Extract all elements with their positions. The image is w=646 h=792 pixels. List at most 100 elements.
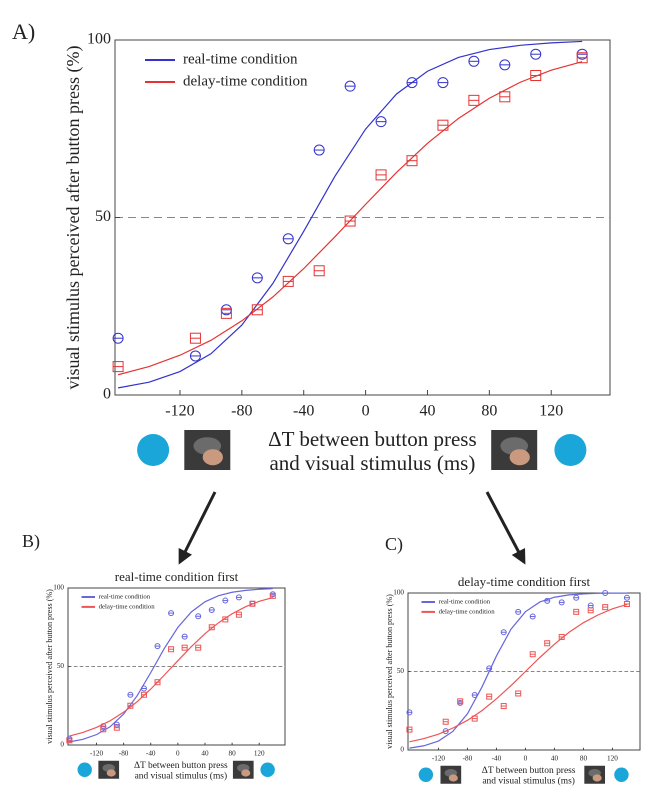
y-axis-label: visual stimulus perceived after button p… [63, 46, 84, 390]
data-point [222, 597, 229, 604]
data-point [558, 633, 565, 640]
data-point [471, 692, 478, 699]
fit-curve [409, 603, 628, 743]
data-point [66, 737, 73, 744]
stimulus-icon [137, 434, 170, 466]
y-axis-label: visual stimulus perceived after button p… [385, 594, 394, 749]
data-point [529, 651, 536, 658]
data-point [127, 691, 134, 698]
x-tick-label: 40 [201, 749, 209, 757]
data-point [195, 644, 202, 651]
data-point [168, 646, 175, 653]
panel-label: B) [22, 531, 40, 552]
data-point [544, 640, 551, 647]
x-tick-label: -40 [293, 403, 314, 420]
arrow [485, 491, 526, 565]
data-point [468, 55, 480, 67]
stimulus-icon [260, 762, 275, 777]
data-point [558, 599, 565, 606]
fit-curve [117, 40, 583, 389]
data-point [313, 144, 325, 156]
fit-curve [69, 588, 273, 743]
data-point [437, 119, 449, 131]
plot-frame [407, 592, 641, 751]
data-point [127, 702, 134, 709]
data-point [282, 233, 294, 245]
panel-label: A) [12, 19, 35, 44]
data-point [249, 600, 256, 607]
y-tick-label: 100 [87, 31, 111, 48]
data-point [251, 304, 263, 316]
x-tick-label: 80 [229, 749, 237, 757]
y-tick-label: 0 [400, 746, 404, 754]
hand [592, 774, 602, 782]
data-point [499, 59, 511, 71]
data-point [195, 613, 202, 620]
data-point [530, 48, 542, 60]
stimulus-icon [77, 762, 92, 777]
data-point [573, 608, 580, 615]
hand [241, 769, 251, 777]
data-point [486, 665, 493, 672]
data-point [468, 94, 480, 106]
data-point [530, 70, 542, 81]
x-tick-label: -40 [492, 754, 502, 762]
data-point [529, 613, 536, 620]
data-point [406, 155, 418, 167]
x-tick-label: 120 [254, 749, 265, 757]
x-tick-label: 0 [362, 403, 370, 420]
stimulus-icon [614, 767, 629, 782]
x-tick-label: 40 [419, 403, 435, 420]
data-point [113, 721, 120, 728]
y-tick-label: 0 [60, 741, 64, 749]
x-tick-label: -120 [432, 754, 446, 762]
chart: C) delay-time condition first 0 50 100 -120 -8… [385, 534, 641, 787]
hand [106, 769, 116, 777]
x-tick-label: -120 [90, 749, 104, 757]
chart: B) real-time condition first 0 50 100 -120 -80… [22, 531, 286, 782]
data-point [154, 679, 161, 686]
data-point [406, 77, 418, 89]
data-point [140, 685, 147, 692]
legend-label: delay-time condition [439, 608, 496, 615]
chart-title: real-time condition first [115, 569, 239, 584]
x-tick-label: -40 [146, 749, 156, 757]
data-point [189, 332, 201, 344]
data-point [208, 624, 215, 631]
data-point [154, 643, 161, 650]
data-point [181, 644, 188, 651]
y-tick-label: 50 [95, 208, 111, 225]
data-point [375, 169, 387, 181]
data-point [602, 604, 609, 611]
x-tick-label: -80 [463, 754, 473, 762]
data-point [576, 52, 588, 64]
legend-label: delay-time condition [183, 73, 308, 89]
x-axis-label: and visual stimulus (ms) [482, 776, 575, 787]
legend-label: delay-time condition [99, 603, 156, 610]
data-point [189, 350, 201, 362]
data-point [515, 608, 522, 615]
data-point [269, 592, 276, 599]
hand [509, 449, 530, 466]
stimulus-icon [554, 434, 587, 466]
data-point [442, 718, 449, 725]
x-tick-label: -80 [231, 403, 252, 420]
data-point [457, 698, 464, 705]
data-point [486, 693, 493, 700]
data-point [623, 594, 630, 601]
data-point [544, 597, 551, 604]
data-point [100, 726, 107, 733]
data-point [112, 332, 124, 344]
legend-label: real-time condition [99, 594, 151, 601]
x-tick-label: 0 [176, 749, 180, 757]
data-point [113, 724, 120, 731]
arrow [178, 491, 217, 565]
data-point [500, 703, 507, 710]
y-tick-label: 100 [393, 589, 404, 597]
x-tick-label: 0 [524, 754, 528, 762]
x-tick-label: -120 [165, 403, 194, 420]
data-point [344, 80, 356, 92]
data-point [222, 616, 229, 623]
data-point [282, 275, 294, 287]
